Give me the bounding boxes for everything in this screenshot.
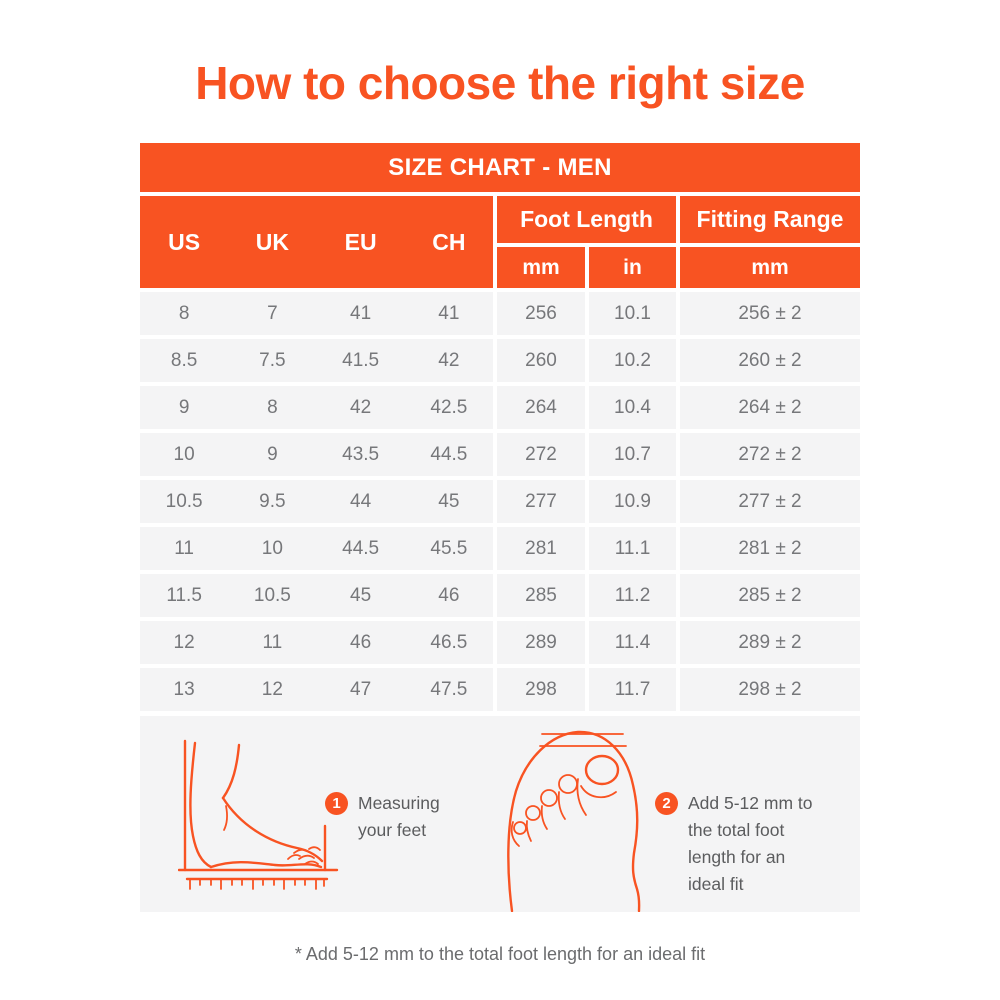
cell-ch: 41 [438, 302, 460, 324]
table-row-sizes: 8 7 41 41 [140, 292, 493, 335]
table-row-sizes: 11.5 10.5 45 46 [140, 574, 493, 617]
cell-uk: 9 [267, 443, 278, 465]
column-header-fitting-range: Fitting Range [680, 196, 860, 243]
cell-ch: 46 [438, 584, 460, 606]
foot-top-view-icon [507, 730, 641, 912]
measuring-instructions-panel: 1 Measuring your feet 2 Add 5-12 mm to the… [140, 716, 860, 912]
cell-eu: 41 [350, 302, 372, 324]
size-chart-table: SIZE CHART - MEN US UK EU CH Foot Length… [140, 143, 860, 711]
cell-fitting-range: 264 ± 2 [680, 386, 860, 429]
cell-eu: 41.5 [342, 349, 380, 371]
column-header-ch: CH [432, 228, 466, 255]
cell-foot-length-in: 10.1 [589, 292, 676, 335]
cell-us: 11 [174, 537, 194, 559]
step-text-line: the total foot [688, 820, 785, 840]
cell-foot-length-mm: 256 [497, 292, 585, 335]
step-1-text: Measuring your feet [358, 790, 440, 844]
step-text-line: Add 5-12 mm to [688, 793, 813, 813]
cell-foot-length-in: 11.2 [589, 574, 676, 617]
cell-ch: 47.5 [430, 678, 468, 700]
cell-eu: 44.5 [342, 537, 380, 559]
step-1-badge: 1 [325, 792, 348, 815]
table-row-sizes: 8.5 7.5 41.5 42 [140, 339, 493, 382]
cell-uk: 10.5 [253, 584, 291, 606]
column-header-us: US [168, 228, 201, 255]
cell-eu: 47 [350, 678, 372, 700]
cell-ch: 45 [438, 490, 460, 512]
cell-us: 8.5 [170, 349, 198, 371]
cell-fitting-range: 285 ± 2 [680, 574, 860, 617]
cell-uk: 7.5 [259, 349, 286, 371]
cell-uk: 7 [267, 302, 278, 324]
cell-ch: 44.5 [430, 443, 468, 465]
cell-us: 10.5 [165, 490, 203, 512]
cell-foot-length-in: 10.7 [589, 433, 676, 476]
cell-foot-length-mm: 264 [497, 386, 585, 429]
cell-ch: 46.5 [430, 631, 468, 653]
cell-us: 13 [173, 678, 195, 700]
cell-foot-length-mm: 260 [497, 339, 585, 382]
table-row-sizes: 12 11 46 46.5 [140, 621, 493, 664]
cell-us: 9 [178, 396, 190, 418]
cell-eu: 43.5 [342, 443, 380, 465]
column-header-uk: UK [255, 228, 289, 255]
cell-fitting-range: 281 ± 2 [680, 527, 860, 570]
cell-eu: 42 [350, 396, 372, 418]
cell-foot-length-in: 11.4 [589, 621, 676, 664]
cell-fitting-range: 260 ± 2 [680, 339, 860, 382]
cell-uk: 12 [261, 678, 283, 700]
cell-foot-length-mm: 298 [497, 668, 585, 711]
cell-uk: 8 [267, 396, 278, 418]
table-banner: SIZE CHART - MEN [140, 143, 860, 192]
cell-fitting-range: 298 ± 2 [680, 668, 860, 711]
step-text-line: Measuring [358, 793, 440, 813]
step-2-text: Add 5-12 mm to the total foot length for a… [688, 790, 813, 898]
column-header-foot-length: Foot Length [497, 196, 676, 243]
step-text-line: ideal fit [688, 874, 744, 894]
footnote: * Add 5-12 mm to the total foot length f… [294, 944, 706, 964]
cell-ch: 42 [438, 349, 460, 371]
table-row-sizes: 11 10 44.5 45.5 [140, 527, 493, 570]
cell-foot-length-in: 10.9 [589, 480, 676, 523]
table-row-sizes: 10 9 43.5 44.5 [140, 433, 493, 476]
table-row-sizes: 10.5 9.5 44 45 [140, 480, 493, 523]
cell-eu: 46 [350, 631, 372, 653]
table-row-sizes: 9 8 42 42.5 [140, 386, 493, 429]
cell-us: 10 [173, 443, 195, 465]
cell-eu: 44 [350, 490, 372, 512]
step-text-line: your feet [358, 820, 427, 840]
cell-foot-length-mm: 285 [497, 574, 585, 617]
cell-us: 11.5 [166, 584, 202, 606]
cell-foot-length-mm: 289 [497, 621, 585, 664]
size-columns-header: US UK EU CH [140, 196, 493, 288]
cell-foot-length-mm: 277 [497, 480, 585, 523]
cell-foot-length-in: 10.4 [589, 386, 676, 429]
table-row-sizes: 13 12 47 47.5 [140, 668, 493, 711]
step-2-badge: 2 [655, 792, 678, 815]
cell-fitting-range: 277 ± 2 [680, 480, 860, 523]
step-text-line: length for an [688, 847, 786, 867]
cell-foot-length-mm: 281 [497, 527, 585, 570]
foot-side-view-icon [178, 739, 339, 890]
unit-header-foot-length-mm: mm [497, 247, 585, 288]
cell-foot-length-in: 11.7 [589, 668, 676, 711]
unit-header-fitting-range-mm: mm [680, 247, 860, 288]
column-header-eu: EU [344, 228, 377, 255]
cell-foot-length-in: 11.1 [589, 527, 676, 570]
cell-ch: 42.5 [430, 396, 468, 418]
cell-fitting-range: 272 ± 2 [680, 433, 860, 476]
cell-ch: 45.5 [430, 537, 468, 559]
page-title: How to choose the right size [195, 57, 805, 109]
cell-eu: 45 [350, 584, 372, 606]
cell-uk: 10 [261, 537, 283, 559]
cell-fitting-range: 289 ± 2 [680, 621, 860, 664]
cell-foot-length-in: 10.2 [589, 339, 676, 382]
cell-uk: 11 [262, 631, 283, 653]
cell-uk: 9.5 [259, 490, 286, 512]
cell-us: 8 [178, 302, 190, 324]
unit-header-foot-length-in: in [589, 247, 676, 288]
cell-fitting-range: 256 ± 2 [680, 292, 860, 335]
cell-foot-length-mm: 272 [497, 433, 585, 476]
cell-us: 12 [173, 631, 195, 653]
